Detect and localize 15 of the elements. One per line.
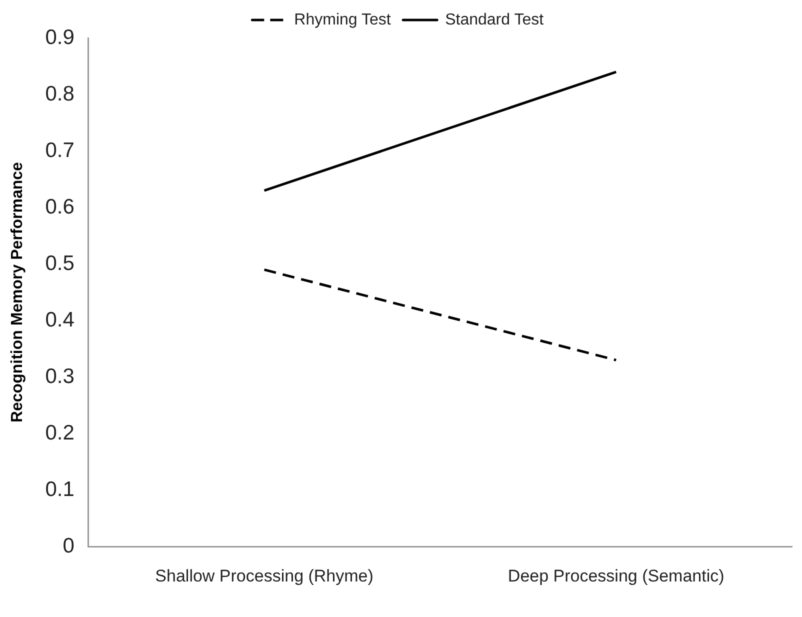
x-tick-label: Deep Processing (Semantic) <box>508 566 724 586</box>
y-axis-title: Recognition Memory Performance <box>9 162 26 423</box>
y-tick-label: 0.7 <box>45 138 74 162</box>
y-tick-label: 0.8 <box>45 82 74 106</box>
y-tick-label: 0.6 <box>45 195 74 218</box>
legend-label: Rhyming Test <box>294 11 392 28</box>
y-tick-label: 0 <box>62 534 74 558</box>
y-tick-label: 0.2 <box>45 421 74 444</box>
legend-label: Standard Test <box>445 11 544 28</box>
y-tick-label: 0.5 <box>45 252 74 275</box>
y-tick-label: 0.1 <box>45 478 74 501</box>
y-tick-label: 0.9 <box>45 26 74 49</box>
y-tick-label: 0.4 <box>45 308 75 332</box>
y-tick-label: 0.3 <box>45 364 74 388</box>
x-tick-label: Shallow Processing (Rhyme) <box>155 566 374 586</box>
